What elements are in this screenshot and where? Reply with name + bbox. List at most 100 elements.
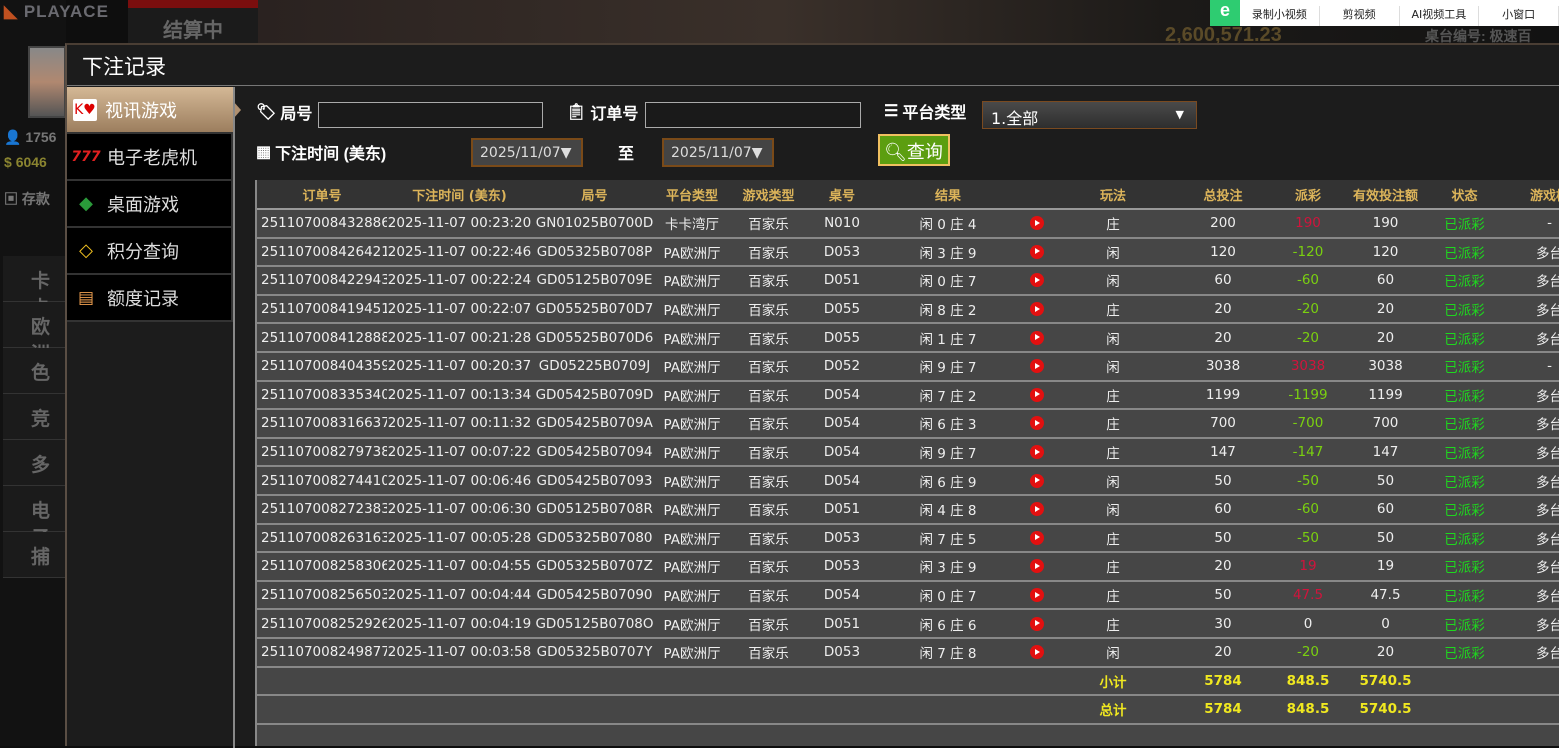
cell-result: 闲 4 庄 8: [874, 494, 1022, 525]
video-replay-cell[interactable]: [1022, 609, 1052, 639]
date-from-picker[interactable]: 2025/11/07▼: [471, 138, 583, 167]
cell-game-type: 百家乐: [727, 609, 810, 639]
video-replay-cell[interactable]: [1022, 466, 1052, 496]
video-replay-cell[interactable]: [1022, 351, 1052, 382]
table-row[interactable]: 251107008263163 2025-11-07 00:05:28 GD0532…: [257, 523, 1559, 554]
video-replay-icon[interactable]: [1030, 302, 1044, 317]
video-replay-cell[interactable]: [1022, 266, 1052, 296]
video-replay-icon[interactable]: [1030, 559, 1044, 574]
sidebar-item-credit-records[interactable]: ▤ 额度记录: [67, 275, 233, 322]
video-replay-icon[interactable]: [1030, 244, 1044, 259]
ai-video-tool-button[interactable]: AI视频工具: [1400, 6, 1480, 26]
video-replay-cell[interactable]: [1022, 580, 1052, 611]
video-replay-icon[interactable]: [1030, 645, 1044, 660]
video-replay-cell[interactable]: [1022, 380, 1052, 411]
cell-table-no: D055: [810, 323, 874, 353]
cell-game-type: 百家乐: [727, 380, 810, 411]
cell-status: 已派彩: [1427, 609, 1502, 639]
video-replay-cell[interactable]: [1022, 323, 1052, 353]
table-row[interactable]: 251107008272383 2025-11-07 00:06:30 GD0512…: [257, 494, 1559, 525]
sidebar-item-table-games[interactable]: ◆ 桌面游戏: [67, 181, 233, 228]
sidebar-item-points[interactable]: ◇ 积分查询: [67, 228, 233, 275]
video-replay-cell[interactable]: [1022, 294, 1052, 325]
video-replay-cell[interactable]: [1022, 552, 1052, 582]
cell-game-type: 百家乐: [727, 237, 810, 268]
cell-bet-time: 2025-11-07 00:22:07: [387, 294, 532, 325]
video-replay-cell[interactable]: [1022, 237, 1052, 268]
modal-title: 下注记录: [67, 45, 1559, 86]
round-input[interactable]: [318, 102, 543, 128]
summary-empty-cell: [387, 695, 532, 725]
table-row[interactable]: 251107008316637 2025-11-07 00:11:32 GD0542…: [257, 409, 1559, 439]
bet-records-table-container[interactable]: 订单号 下注时间 (美东) 局号 平台类型 游戏类型 桌号 结果 玩法 总投注 派彩 有效投注额 状态…: [255, 180, 1559, 746]
video-replay-icon[interactable]: [1030, 445, 1044, 460]
time-label: 下注时间 (美东): [275, 146, 387, 163]
table-row[interactable]: 251107008426421 2025-11-07 00:22:46 GD0532…: [257, 237, 1559, 268]
video-replay-icon[interactable]: [1030, 530, 1044, 545]
column-header-status: 状态: [1427, 180, 1502, 210]
cell-game-mode: 多台: [1502, 380, 1559, 411]
video-replay-icon[interactable]: [1030, 502, 1044, 517]
table-row[interactable]: 251107008249877 2025-11-07 00:03:58 GD0532…: [257, 637, 1559, 668]
cell-order-no: 251107008426421: [257, 237, 387, 268]
table-row[interactable]: 251107008335340 2025-11-07 00:13:34 GD0542…: [257, 380, 1559, 411]
sidebar-item-live-games[interactable]: K♥ 视讯游戏: [67, 87, 241, 134]
date-from-value: 2025/11/07: [480, 145, 561, 161]
cell-valid-bet: 700: [1344, 409, 1427, 439]
calendar-icon: ▦: [256, 144, 272, 161]
video-replay-cell[interactable]: [1022, 494, 1052, 525]
cell-valid-bet: 50: [1344, 466, 1427, 496]
sidebar-item-label: 桌面游戏: [107, 194, 179, 216]
table-row[interactable]: 251107008432886 2025-11-07 00:23:20 GN0102…: [257, 209, 1559, 239]
video-replay-cell[interactable]: [1022, 209, 1052, 239]
video-replay-cell[interactable]: [1022, 523, 1052, 554]
video-replay-cell[interactable]: [1022, 437, 1052, 468]
table-row[interactable]: 251107008256503 2025-11-07 00:04:44 GD0542…: [257, 580, 1559, 611]
video-replay-cell[interactable]: [1022, 409, 1052, 439]
query-button[interactable]: 🔍︎查询: [878, 134, 950, 166]
cell-payout: 19: [1272, 552, 1344, 582]
video-replay-icon[interactable]: [1030, 588, 1044, 603]
cell-order-no: 251107008258306: [257, 552, 387, 582]
table-row[interactable]: 251107008258306 2025-11-07 00:04:55 GD0532…: [257, 552, 1559, 582]
table-row[interactable]: 251107008274410 2025-11-07 00:06:46 GD0542…: [257, 466, 1559, 496]
video-replay-icon[interactable]: [1030, 359, 1044, 374]
mini-window-button[interactable]: 小窗口: [1479, 6, 1559, 26]
video-replay-icon[interactable]: [1030, 216, 1044, 231]
record-video-button[interactable]: 录制小视频: [1240, 6, 1320, 26]
sidebar-item-slots[interactable]: 777 电子老虎机: [67, 134, 233, 181]
dropdown-arrow-icon: ▼: [1175, 108, 1184, 121]
platform-select[interactable]: 1.全部 ▼: [982, 101, 1197, 129]
cell-payout: -60: [1272, 494, 1344, 525]
cell-total-bet: 1199: [1174, 380, 1272, 411]
video-replay-icon[interactable]: [1030, 416, 1044, 431]
cell-valid-bet: 47.5: [1344, 580, 1427, 611]
video-replay-icon[interactable]: [1030, 330, 1044, 345]
table-row[interactable]: 251107008252926 2025-11-07 00:04:19 GD0512…: [257, 609, 1559, 639]
cell-payout: -50: [1272, 523, 1344, 554]
date-to-picker[interactable]: 2025/11/07▼: [662, 138, 774, 167]
cell-payout: -20: [1272, 294, 1344, 325]
table-row[interactable]: 251107008404359 2025-11-07 00:20:37 GD0522…: [257, 351, 1559, 382]
column-header-result: 结果: [874, 180, 1022, 210]
column-header-bet-time: 下注时间 (美东): [387, 180, 532, 210]
cell-round-no: GD05125B0708O: [532, 609, 657, 639]
playing-cards-icon: K♥: [73, 98, 97, 121]
video-replay-icon[interactable]: [1030, 473, 1044, 488]
table-row[interactable]: 251107008412888 2025-11-07 00:21:28 GD0552…: [257, 323, 1559, 353]
cell-total-bet: 60: [1174, 266, 1272, 296]
video-replay-icon[interactable]: [1030, 387, 1044, 402]
table-row[interactable]: 251107008279738 2025-11-07 00:07:22 GD0542…: [257, 437, 1559, 468]
cell-status: 已派彩: [1427, 552, 1502, 582]
video-replay-icon[interactable]: [1030, 616, 1044, 631]
cell-game-mode: -: [1502, 351, 1559, 382]
table-row[interactable]: 251107008419451 2025-11-07 00:22:07 GD0552…: [257, 294, 1559, 325]
cell-result: 闲 6 庄 9: [874, 466, 1022, 496]
cell-valid-bet: 19: [1344, 552, 1427, 582]
order-input[interactable]: [645, 102, 861, 128]
edit-video-button[interactable]: 剪视频: [1320, 6, 1400, 26]
table-row[interactable]: 251107008422943 2025-11-07 00:22:24 GD0512…: [257, 266, 1559, 296]
cell-table-no: D052: [810, 351, 874, 382]
video-replay-icon[interactable]: [1030, 273, 1044, 288]
video-replay-cell[interactable]: [1022, 637, 1052, 668]
